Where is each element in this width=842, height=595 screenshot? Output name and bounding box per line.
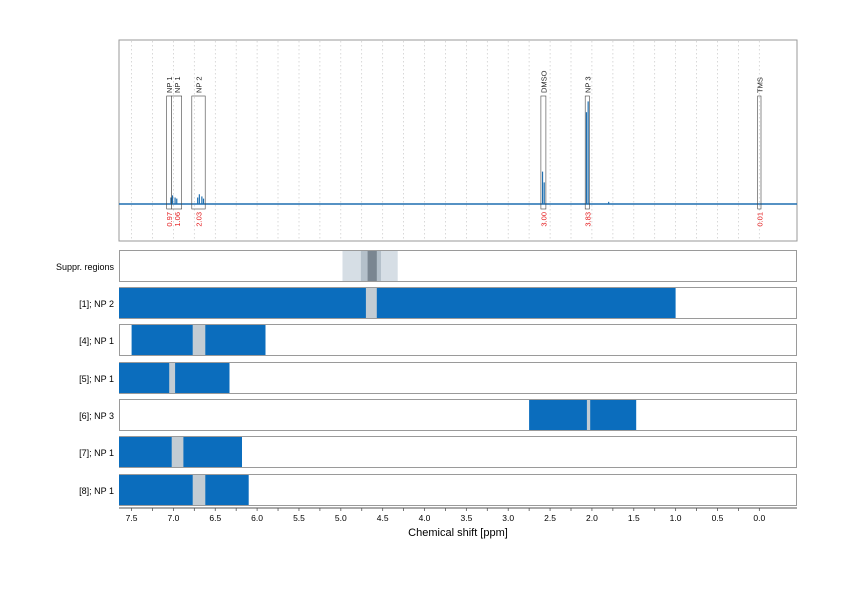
- region-rows: Suppr. regions [1]; NP 2 [4]; NP 1 [5]; NP …: [56, 250, 797, 506]
- x-tick-label: 4.0: [419, 513, 431, 523]
- x-axis-label: Chemical shift [ppm]: [408, 527, 508, 539]
- annotation-box: [191, 95, 206, 210]
- fit-region-bar: [119, 288, 676, 318]
- x-tick-label: 6.5: [209, 513, 221, 523]
- fit-region-gap: [171, 437, 184, 467]
- annotation-label: DMSO: [539, 70, 548, 93]
- x-tick-label: 3.0: [502, 513, 514, 523]
- x-tick-label: 0.0: [753, 513, 765, 523]
- spectrum-panel: [118, 39, 798, 242]
- peak-annotations: NP 1 0.97 NP 1 1.06 NP 2 2.03 DMSO 3.00 NP 3 3.83…: [165, 70, 764, 226]
- fit-row-frame: [119, 399, 797, 431]
- fit-region-gap: [169, 363, 176, 393]
- annotation-box: [540, 95, 547, 210]
- fit-region-gap: [192, 475, 206, 505]
- x-tick-label: 6.0: [251, 513, 263, 523]
- integral-value: 0.01: [755, 212, 764, 227]
- x-tick-label: 7.5: [126, 513, 138, 523]
- grid-lines: [131, 41, 760, 240]
- fit-region-gap: [586, 400, 591, 430]
- fit-region-gap: [365, 288, 377, 318]
- x-tick-label: 5.0: [335, 513, 347, 523]
- annotation-box: [757, 95, 762, 210]
- annotation-label: NP 1: [165, 76, 174, 93]
- annotation-label: NP 2: [195, 76, 204, 93]
- annotation-label: NP 1: [173, 76, 182, 93]
- annotation-label: TMS: [755, 77, 764, 93]
- fit-row-label: [5]; NP 1: [79, 374, 114, 384]
- x-tick-label: 7.0: [167, 513, 179, 523]
- fit-region-bar: [529, 400, 637, 430]
- x-tick-label: 2.5: [544, 513, 556, 523]
- x-tick-label: 1.5: [628, 513, 640, 523]
- suppression-row-frame: [119, 250, 797, 282]
- fit-row-label: [7]; NP 1: [79, 448, 114, 458]
- fit-row-label: [8]; NP 1: [79, 486, 114, 496]
- integral-value: 3.00: [539, 212, 548, 227]
- fit-region-bar: [119, 475, 249, 505]
- integral-value: 3.83: [583, 212, 592, 227]
- fit-region-gap: [192, 325, 206, 355]
- x-axis: 7.5 7.0 6.5 6.0 5.5 5.0 4.5 4.0 3.5 3.0 2.5 2.0 1.5 1…: [119, 507, 797, 523]
- x-tick-label: 5.5: [293, 513, 305, 523]
- annotation-box: [584, 95, 590, 210]
- annotation-box: [166, 95, 172, 210]
- fit-row-label: [1]; NP 2: [79, 299, 114, 309]
- annotation-box: [171, 95, 182, 210]
- suppression-inner: [367, 251, 377, 281]
- integral-value: 0.97: [165, 212, 174, 227]
- integral-value: 2.03: [195, 212, 204, 227]
- x-tick-label: 4.5: [377, 513, 389, 523]
- x-tick-label: 3.5: [460, 513, 472, 523]
- x-tick-label: 2.0: [586, 513, 598, 523]
- x-tick-label: 1.0: [670, 513, 682, 523]
- annotation-label: NP 3: [583, 76, 592, 93]
- suppression-row-label: Suppr. regions: [56, 262, 115, 272]
- fit-row-label: [4]; NP 1: [79, 336, 114, 346]
- spectrum-plot: [119, 101, 797, 205]
- integral-value: 1.06: [173, 212, 182, 227]
- x-tick-label: 0.5: [712, 513, 724, 523]
- fit-row-label: [6]; NP 3: [79, 411, 114, 421]
- fit-row-frame: [119, 362, 797, 394]
